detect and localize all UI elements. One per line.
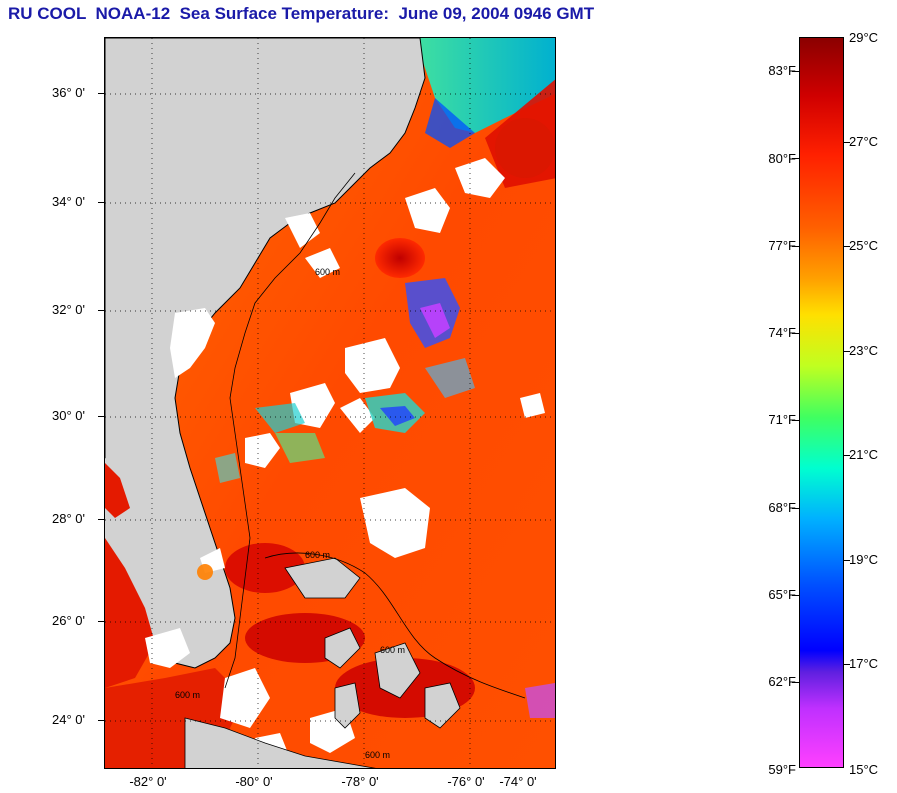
lon-label: -74° 0' [499, 774, 537, 789]
lat-label: 34° 0' [52, 194, 85, 209]
colorbar-c-label: 15°C [849, 762, 879, 777]
colorbar-f-label: 65°F [768, 587, 796, 602]
contour-label: 600 m [305, 550, 330, 560]
sst-map: 600 m 600 m 600 m 600 m 600 m [104, 37, 556, 769]
colorbar-f-label: 74°F [768, 325, 796, 340]
colorbar-f-label: 77°F [768, 238, 796, 253]
map-title: RU COOL NOAA-12 Sea Surface Temperature:… [8, 4, 595, 23]
colorbar-c-label: 17°C [849, 656, 879, 671]
contour-label: 600 m [315, 267, 340, 277]
colorbar-c-label: 21°C [849, 447, 879, 462]
colorbar-c-label: 27°C [849, 134, 879, 149]
lat-label: 28° 0' [52, 511, 85, 526]
lat-label: 24° 0' [52, 712, 85, 727]
colorbar-c-label: 25°C [849, 238, 879, 253]
contour-label: 600 m [380, 645, 405, 655]
lon-label: -78° 0' [341, 774, 379, 789]
colorbar-c-label: 19°C [849, 552, 879, 567]
colorbar-f-label: 59°F [768, 762, 796, 777]
cloud-mask [145, 158, 545, 763]
lat-label: 26° 0' [52, 613, 85, 628]
colorbar-c-label: 29°C [849, 30, 879, 45]
graticule [105, 38, 555, 768]
colorbar-f-label: 68°F [768, 500, 796, 515]
colorbar-f-label: 62°F [768, 674, 796, 689]
temperature-colorbar [799, 37, 844, 768]
cool-patches [215, 278, 555, 718]
contour-label: 600 m [175, 690, 200, 700]
colorbar-f-label: 83°F [768, 63, 796, 78]
colorbar-f-label: 71°F [768, 412, 796, 427]
lat-label: 30° 0' [52, 408, 85, 423]
isobath-600m [224, 172, 356, 689]
contour-label: 600 m [365, 750, 390, 760]
bahamas-islands [284, 557, 461, 729]
sst-map-canvas: 600 m 600 m 600 m 600 m 600 m [105, 38, 555, 768]
lat-label: 32° 0' [52, 302, 85, 317]
lat-label: 36° 0' [52, 85, 85, 100]
colorbar-f-label: 80°F [768, 151, 796, 166]
lon-label: -82° 0' [129, 774, 167, 789]
colorbar-c-label: 23°C [849, 343, 879, 358]
lon-label: -76° 0' [447, 774, 485, 789]
lon-label: -80° 0' [235, 774, 273, 789]
